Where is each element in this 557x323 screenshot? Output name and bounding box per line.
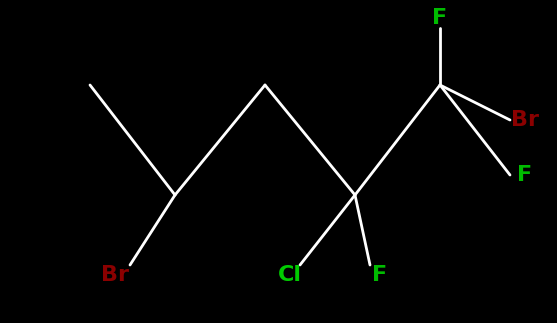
Text: F: F xyxy=(517,165,532,185)
Text: Br: Br xyxy=(511,110,539,130)
Text: Cl: Cl xyxy=(278,265,302,285)
Text: F: F xyxy=(432,8,448,28)
Text: F: F xyxy=(373,265,388,285)
Text: Br: Br xyxy=(101,265,129,285)
